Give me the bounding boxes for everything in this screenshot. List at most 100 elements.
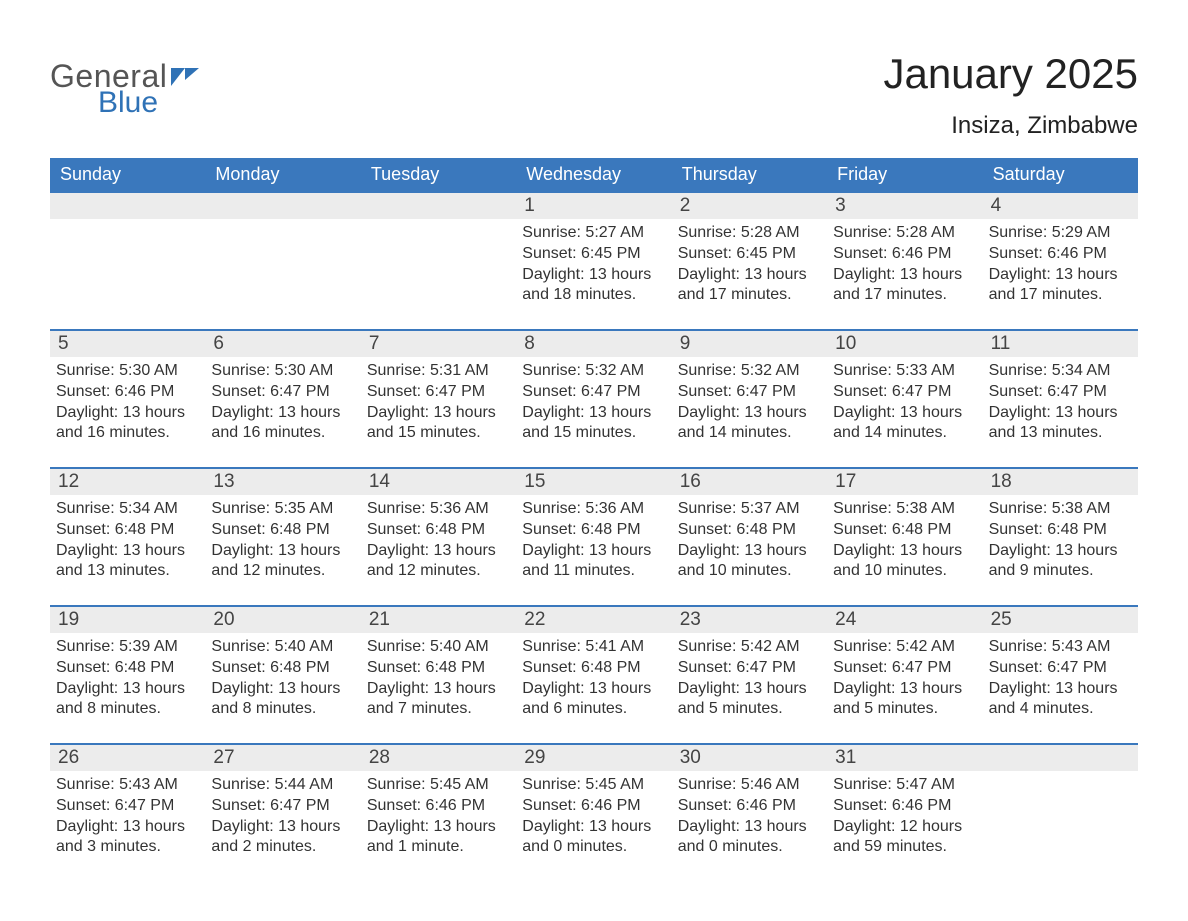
day-detail-row: Sunrise: 5:30 AM Sunset: 6:46 PM Daylight:… bbox=[50, 357, 1138, 457]
day-number-cell: 4 bbox=[983, 193, 1138, 219]
brand-word-2: Blue bbox=[98, 88, 167, 118]
day-number-cell: 30 bbox=[672, 745, 827, 771]
day-number-cell: 8 bbox=[516, 331, 671, 357]
day-number-row: 567891011 bbox=[50, 329, 1138, 357]
brand-logo: General Blue bbox=[50, 50, 201, 118]
weekday-header-cell: Tuesday bbox=[361, 158, 516, 191]
day-detail-cell: Sunrise: 5:43 AMSunset: 6:47 PMDaylight:… bbox=[983, 633, 1138, 733]
day-detail-cell: Sunrise: 5:28 AMSunset: 6:46 PMDaylight:… bbox=[827, 219, 982, 319]
sunset-line: Sunset: 6:48 PM bbox=[989, 520, 1130, 541]
sunrise-line: Sunrise: 5:43 AM bbox=[56, 775, 197, 796]
sunset-line: Sunset: 6:47 PM bbox=[211, 382, 352, 403]
sunrise-line: Sunrise: 5:38 AM bbox=[833, 499, 974, 520]
day-detail-cell: Sunrise: 5:45 AMSunset: 6:46 PMDaylight:… bbox=[361, 771, 516, 871]
day-detail-cell: Sunrise: 5:39 AMSunset: 6:48 PMDaylight:… bbox=[50, 633, 205, 733]
sunset-line: Sunset: 6:46 PM bbox=[833, 796, 974, 817]
header: General Blue January 2025 Insiza, Zimbab… bbox=[50, 50, 1138, 140]
day-number-cell: 23 bbox=[672, 607, 827, 633]
sunset-line: Sunset: 6:48 PM bbox=[211, 520, 352, 541]
day-detail-cell: Sunrise: 5:46 AMSunset: 6:46 PMDaylight:… bbox=[672, 771, 827, 871]
day-detail-cell bbox=[50, 219, 205, 319]
day-detail-cell: Sunrise: 5:42 AMSunset: 6:47 PMDaylight:… bbox=[827, 633, 982, 733]
daylight-line: Daylight: 13 hours and 17 minutes. bbox=[678, 265, 819, 307]
day-number-cell: 3 bbox=[827, 193, 982, 219]
weekday-header-cell: Sunday bbox=[50, 158, 205, 191]
daylight-line: Daylight: 13 hours and 9 minutes. bbox=[989, 541, 1130, 583]
day-detail-cell: Sunrise: 5:30 AMSunset: 6:46 PMDaylight:… bbox=[50, 357, 205, 457]
sunrise-line: Sunrise: 5:32 AM bbox=[522, 361, 663, 382]
sunrise-line: Sunrise: 5:34 AM bbox=[989, 361, 1130, 382]
day-number-cell: 17 bbox=[827, 469, 982, 495]
sunrise-line: Sunrise: 5:28 AM bbox=[833, 223, 974, 244]
day-number-cell: 12 bbox=[50, 469, 205, 495]
sunset-line: Sunset: 6:46 PM bbox=[833, 244, 974, 265]
daylight-line: Daylight: 13 hours and 14 minutes. bbox=[833, 403, 974, 445]
sunset-line: Sunset: 6:47 PM bbox=[211, 796, 352, 817]
sunrise-line: Sunrise: 5:30 AM bbox=[211, 361, 352, 382]
day-number-cell: 2 bbox=[672, 193, 827, 219]
day-number-cell: 21 bbox=[361, 607, 516, 633]
sunset-line: Sunset: 6:45 PM bbox=[678, 244, 819, 265]
day-detail-cell: Sunrise: 5:45 AMSunset: 6:46 PMDaylight:… bbox=[516, 771, 671, 871]
day-detail-cell bbox=[983, 771, 1138, 871]
sunrise-line: Sunrise: 5:33 AM bbox=[833, 361, 974, 382]
day-detail-cell: Sunrise: 5:40 AMSunset: 6:48 PMDaylight:… bbox=[361, 633, 516, 733]
daylight-line: Daylight: 13 hours and 15 minutes. bbox=[522, 403, 663, 445]
sunrise-line: Sunrise: 5:38 AM bbox=[989, 499, 1130, 520]
daylight-line: Daylight: 13 hours and 0 minutes. bbox=[678, 817, 819, 859]
sunset-line: Sunset: 6:46 PM bbox=[56, 382, 197, 403]
day-number-cell: 14 bbox=[361, 469, 516, 495]
day-detail-cell: Sunrise: 5:33 AMSunset: 6:47 PMDaylight:… bbox=[827, 357, 982, 457]
sunrise-line: Sunrise: 5:43 AM bbox=[989, 637, 1130, 658]
day-number-cell: 31 bbox=[827, 745, 982, 771]
day-number-cell: 11 bbox=[983, 331, 1138, 357]
month-title: January 2025 bbox=[883, 50, 1138, 98]
day-number-cell bbox=[50, 193, 205, 219]
day-number-row: 19202122232425 bbox=[50, 605, 1138, 633]
daylight-line: Daylight: 13 hours and 10 minutes. bbox=[833, 541, 974, 583]
day-detail-row: Sunrise: 5:34 AMSunset: 6:48 PMDaylight:… bbox=[50, 495, 1138, 595]
sunset-line: Sunset: 6:48 PM bbox=[56, 658, 197, 679]
sunrise-line: Sunrise: 5:36 AM bbox=[522, 499, 663, 520]
location-subtitle: Insiza, Zimbabwe bbox=[883, 112, 1138, 140]
day-number-cell: 20 bbox=[205, 607, 360, 633]
sunrise-line: Sunrise: 5:40 AM bbox=[211, 637, 352, 658]
day-detail-cell: Sunrise: 5:37 AMSunset: 6:48 PMDaylight:… bbox=[672, 495, 827, 595]
day-number-row: 262728293031 bbox=[50, 743, 1138, 771]
day-number-row: 1234 bbox=[50, 191, 1138, 219]
daylight-line: Daylight: 13 hours and 3 minutes. bbox=[56, 817, 197, 859]
daylight-line: Daylight: 13 hours and 15 minutes. bbox=[367, 403, 508, 445]
sunset-line: Sunset: 6:46 PM bbox=[367, 796, 508, 817]
day-detail-cell: Sunrise: 5:38 AMSunset: 6:48 PMDaylight:… bbox=[983, 495, 1138, 595]
day-number-cell: 27 bbox=[205, 745, 360, 771]
sunrise-line: Sunrise: 5:32 AM bbox=[678, 361, 819, 382]
sunset-line: Sunset: 6:47 PM bbox=[367, 382, 508, 403]
daylight-line: Daylight: 13 hours and 0 minutes. bbox=[522, 817, 663, 859]
day-number-cell: 18 bbox=[983, 469, 1138, 495]
sunrise-line: Sunrise: 5:31 AM bbox=[367, 361, 508, 382]
daylight-line: Daylight: 13 hours and 7 minutes. bbox=[367, 679, 508, 721]
day-detail-cell: Sunrise: 5:31 AMSunset: 6:47 PMDaylight:… bbox=[361, 357, 516, 457]
day-detail-cell: Sunrise: 5:32 AMSunset: 6:47 PMDaylight:… bbox=[672, 357, 827, 457]
day-detail-cell: Sunrise: 5:30 AMSunset: 6:47 PMDaylight:… bbox=[205, 357, 360, 457]
sunset-line: Sunset: 6:46 PM bbox=[989, 244, 1130, 265]
day-number-cell: 1 bbox=[516, 193, 671, 219]
daylight-line: Daylight: 13 hours and 11 minutes. bbox=[522, 541, 663, 583]
day-detail-cell: Sunrise: 5:29 AMSunset: 6:46 PMDaylight:… bbox=[983, 219, 1138, 319]
sunrise-line: Sunrise: 5:44 AM bbox=[211, 775, 352, 796]
day-number-row: 12131415161718 bbox=[50, 467, 1138, 495]
daylight-line: Daylight: 13 hours and 2 minutes. bbox=[211, 817, 352, 859]
sunset-line: Sunset: 6:48 PM bbox=[367, 658, 508, 679]
daylight-line: Daylight: 13 hours and 13 minutes. bbox=[56, 541, 197, 583]
day-number-cell: 13 bbox=[205, 469, 360, 495]
day-number-cell: 9 bbox=[672, 331, 827, 357]
day-number-cell: 24 bbox=[827, 607, 982, 633]
sunrise-line: Sunrise: 5:37 AM bbox=[678, 499, 819, 520]
sunset-line: Sunset: 6:45 PM bbox=[522, 244, 663, 265]
day-detail-cell: Sunrise: 5:34 AMSunset: 6:48 PMDaylight:… bbox=[50, 495, 205, 595]
day-detail-cell: Sunrise: 5:28 AMSunset: 6:45 PMDaylight:… bbox=[672, 219, 827, 319]
day-detail-cell bbox=[361, 219, 516, 319]
sunset-line: Sunset: 6:48 PM bbox=[678, 520, 819, 541]
sunrise-line: Sunrise: 5:46 AM bbox=[678, 775, 819, 796]
sunrise-line: Sunrise: 5:42 AM bbox=[833, 637, 974, 658]
